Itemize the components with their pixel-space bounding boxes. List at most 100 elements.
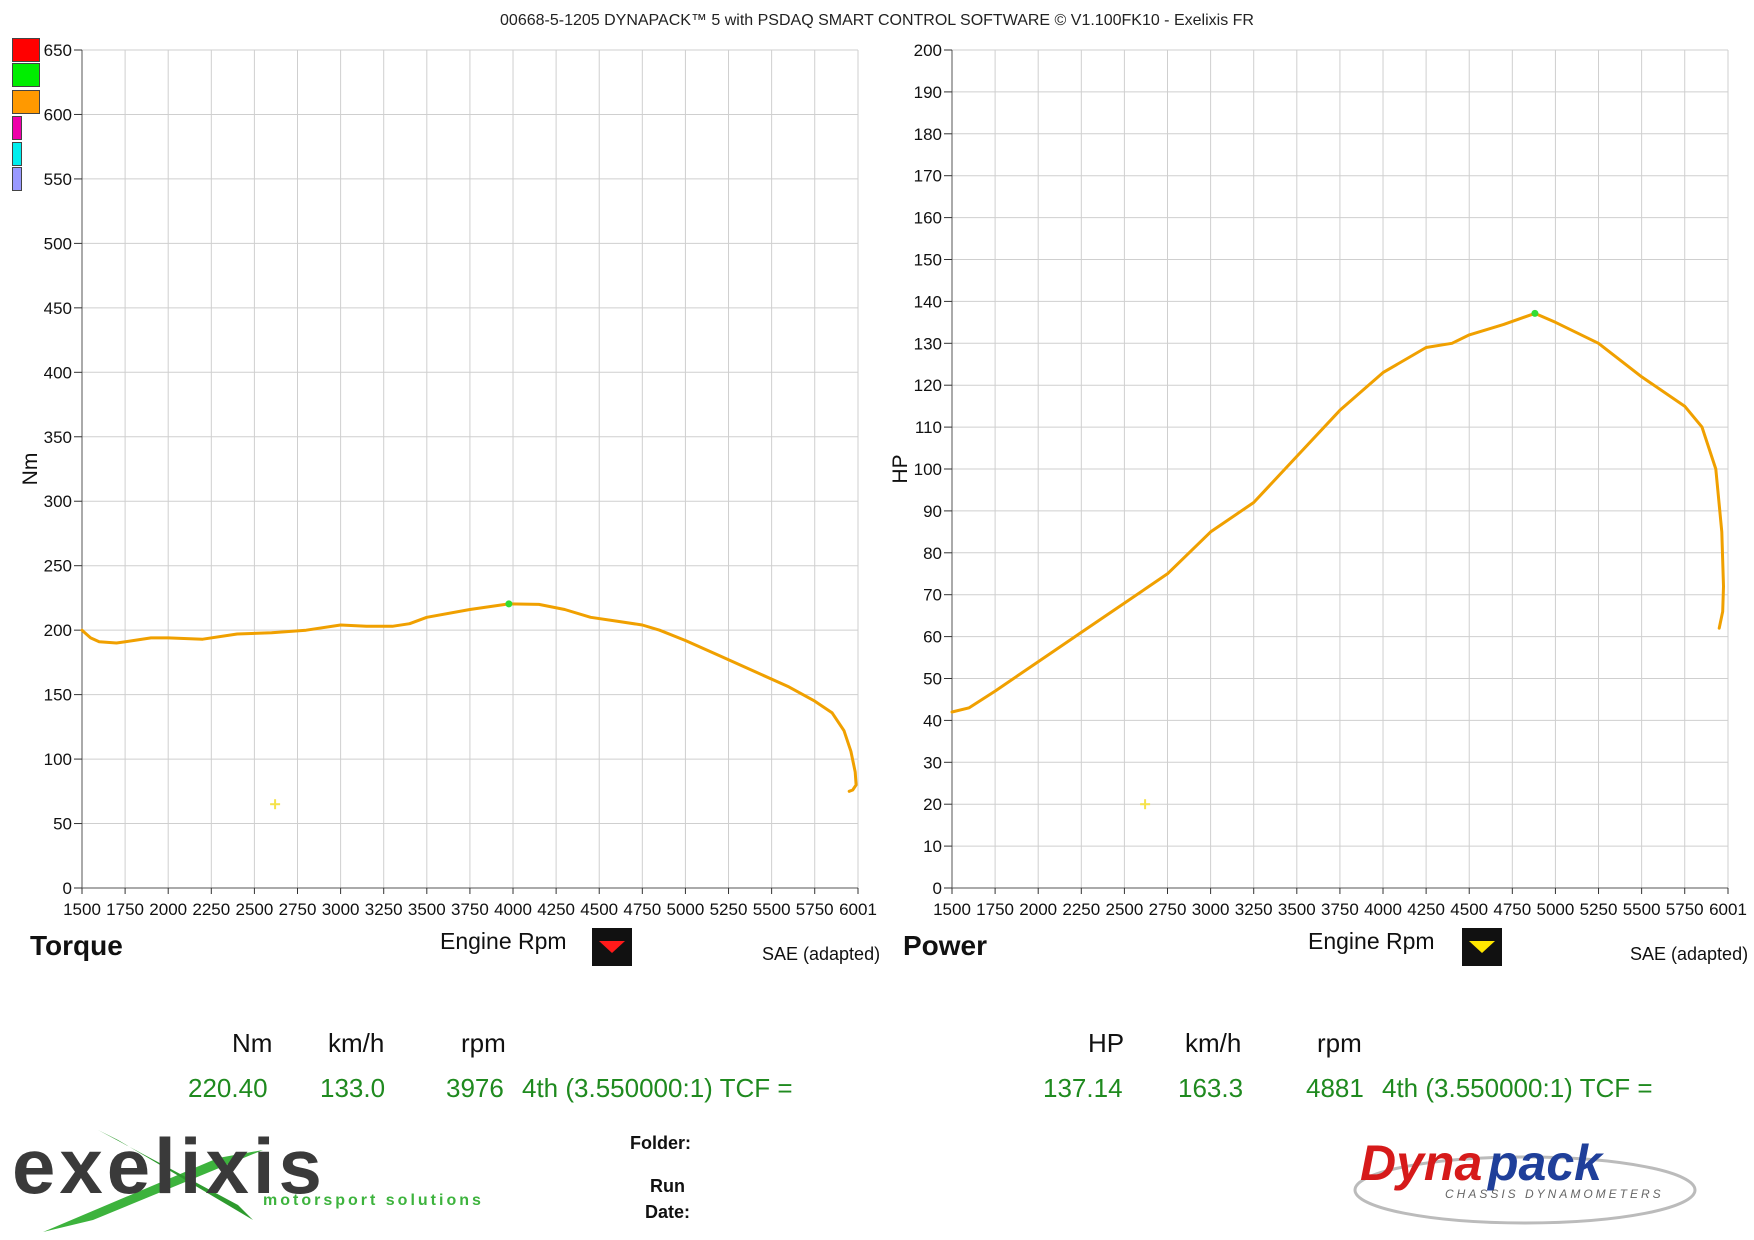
- power-y-tick-label: 50: [923, 670, 942, 689]
- power-y-tick-label: 140: [914, 292, 942, 311]
- torque-y-tick-label: 450: [44, 299, 72, 318]
- logo-sub-text: CHASSIS DYNAMOMETERS: [1445, 1187, 1664, 1201]
- power-readout-speed: 163.3: [1178, 1073, 1244, 1103]
- torque-y-tick-label: 300: [44, 492, 72, 511]
- date-label: Date:: [645, 1202, 691, 1222]
- torque-x-tick-label: 3250: [365, 900, 403, 919]
- torque-ylabel: Nm: [19, 453, 42, 486]
- power-chart-title: Power: [903, 930, 988, 961]
- torque-readout-rpm: 3976: [446, 1073, 504, 1103]
- torque-x-tick-label: 5000: [667, 900, 705, 919]
- power-y-tick-label: 30: [923, 753, 942, 772]
- power-y-tick-label: 90: [923, 502, 942, 521]
- legend-swatch-6[interactable]: [12, 167, 22, 191]
- power-x-tick-label: 2250: [1062, 900, 1100, 919]
- power-y-tick-label: 120: [914, 376, 942, 395]
- power-x-tick-label: 3750: [1321, 900, 1359, 919]
- torque-x-tick-label: 3500: [408, 900, 446, 919]
- torque-x-tick-label: 2000: [149, 900, 187, 919]
- torque-y-tick-label: 550: [44, 170, 72, 189]
- torque-y-tick-label: 50: [53, 815, 72, 834]
- power-series-line: [950, 311, 1725, 714]
- torque-x-tick-label: 5250: [710, 900, 748, 919]
- torque-x-tick-label: 4000: [494, 900, 532, 919]
- exelixis-logo: exelixis motorsport solutions: [12, 1122, 484, 1232]
- power-y-tick-label: 80: [923, 544, 942, 563]
- run-id-label: Run ID: [650, 1176, 685, 1196]
- torque-chart: 0 50 100 150 200 250 300 350 400 450 500 550 600 650 1…: [19, 41, 877, 919]
- triangle-down-icon: [599, 941, 625, 953]
- torque-y-tick-label: 0: [63, 879, 72, 898]
- logo-sub-text: motorsport solutions: [263, 1192, 484, 1209]
- power-x-tick-label: 5500: [1623, 900, 1661, 919]
- torque-x-tick-label: 3000: [322, 900, 360, 919]
- legend-swatch-4[interactable]: [12, 116, 22, 140]
- torque-x-tick-label: 5750: [796, 900, 834, 919]
- power-ylabel: HP: [889, 454, 912, 483]
- power-x-tick-label: 3250: [1235, 900, 1273, 919]
- power-x-tick-label: 4250: [1407, 900, 1445, 919]
- torque-y-tick-label: 250: [44, 557, 72, 576]
- power-readout-head-rpm: rpm: [1317, 1028, 1362, 1058]
- logo-dyna-text: Dyna: [1360, 1135, 1482, 1191]
- torque-y-tick-label: 500: [44, 234, 72, 253]
- header-title: 00668-5-1205 DYNAPACK™ 5 with PSDAQ SMAR…: [500, 12, 1254, 29]
- power-y-tick-label: 0: [933, 879, 942, 898]
- torque-cursor-marker: [270, 799, 281, 810]
- power-y-tick-label: 130: [914, 334, 942, 353]
- power-readout-head-hp: HP: [1088, 1028, 1125, 1058]
- power-x-tick-label: 2000: [1019, 900, 1057, 919]
- power-y-tick-label: 20: [923, 795, 942, 814]
- power-x-tick-label: 5250: [1580, 900, 1618, 919]
- power-readout-rpm: 4881: [1306, 1073, 1364, 1103]
- torque-y-tick-label: 150: [44, 686, 72, 705]
- power-x-tick-label: 4750: [1493, 900, 1531, 919]
- torque-readout-speed: 133.0: [320, 1073, 386, 1103]
- power-readout-gear: 4th (3.550000:1) TCF =: [1382, 1073, 1653, 1103]
- torque-correction: SAE (adapted): [762, 944, 881, 964]
- power-y-tick-label: 160: [914, 209, 942, 228]
- power-y-tick-label: 70: [923, 586, 942, 605]
- power-x-tick-label: 1500: [933, 900, 971, 919]
- power-x-tick-label: 3500: [1278, 900, 1316, 919]
- power-y-tick-label: 200: [914, 41, 942, 60]
- torque-x-tick-label: 1750: [106, 900, 144, 919]
- power-x-tick-label: 4500: [1450, 900, 1488, 919]
- power-x-tick-label: 2750: [1149, 900, 1187, 919]
- power-y-tick-label: 190: [914, 83, 942, 102]
- torque-readout-head-rpm: rpm: [461, 1028, 506, 1058]
- torque-y-tick-label: 350: [44, 428, 72, 447]
- legend-swatch-1[interactable]: [12, 38, 40, 62]
- power-x-tick-label: 5000: [1537, 900, 1575, 919]
- power-x-tick-label: 1750: [976, 900, 1014, 919]
- torque-x-tick-label: 4250: [537, 900, 575, 919]
- power-peak-marker: [1531, 309, 1539, 317]
- power-y-tick-label: 170: [914, 167, 942, 186]
- power-cursor-marker: [1140, 799, 1151, 810]
- logo-pack-text: pack: [1486, 1135, 1604, 1191]
- torque-chart-title: Torque: [30, 930, 123, 961]
- torque-x-tick-label: 4750: [623, 900, 661, 919]
- torque-readout-head-kmh: km/h: [328, 1028, 385, 1058]
- power-marker-button[interactable]: [1462, 928, 1502, 966]
- legend-swatch-2[interactable]: [12, 63, 40, 87]
- torque-x-tick-label: 3750: [451, 900, 489, 919]
- torque-readout-gear: 4th (3.550000:1) TCF =: [522, 1073, 793, 1103]
- power-x-tick-label: 3000: [1192, 900, 1230, 919]
- power-xlabel: Engine Rpm: [1308, 928, 1435, 954]
- logo-main-text: exelixis: [12, 1122, 326, 1210]
- power-x-tick-label: 4000: [1364, 900, 1402, 919]
- torque-readout-head-nm: Nm: [232, 1028, 273, 1058]
- power-y-tick-label: 150: [914, 251, 942, 270]
- torque-x-tick-label: 6001: [839, 900, 877, 919]
- legend-swatch-5[interactable]: [12, 142, 22, 166]
- torque-xlabel: Engine Rpm: [440, 928, 567, 954]
- torque-series-line: [80, 602, 858, 793]
- legend-swatch-3[interactable]: [12, 90, 40, 114]
- torque-y-tick-label: 400: [44, 363, 72, 382]
- power-chart: 0 10 20 30 40 50 60 70 80 90 100 110 120 130 140 150 160…: [889, 41, 1747, 919]
- power-y-tick-label: 110: [915, 418, 942, 437]
- folder-label: Folder:: [630, 1133, 691, 1153]
- triangle-down-icon: [1469, 941, 1495, 953]
- torque-marker-button[interactable]: [592, 928, 632, 966]
